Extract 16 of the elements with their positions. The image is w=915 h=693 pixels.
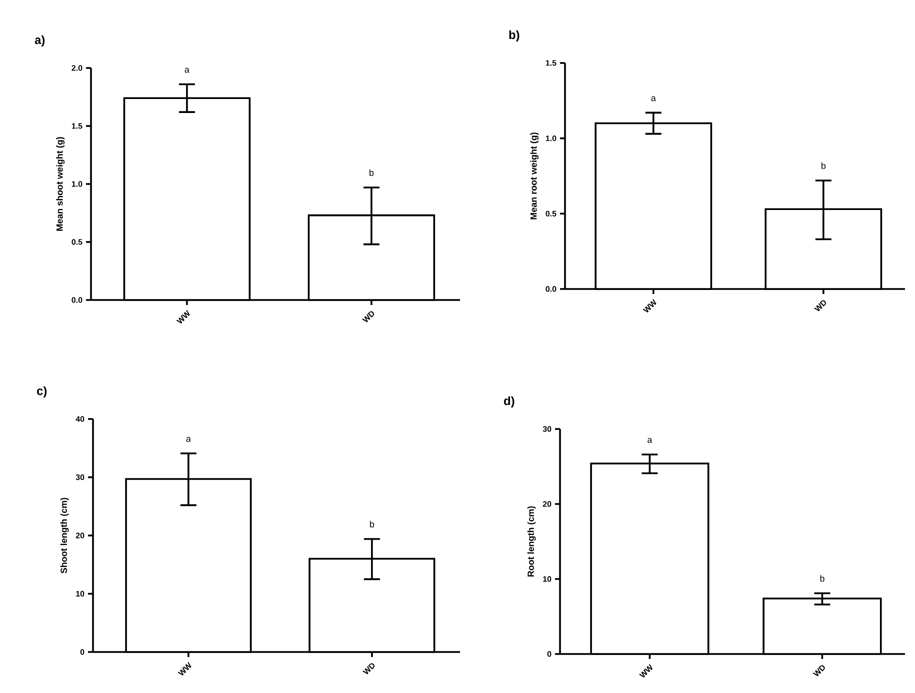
y-axis-title: Shoot length (cm) bbox=[60, 498, 69, 574]
annotation: b bbox=[821, 162, 826, 169]
chart-title: b) bbox=[509, 30, 520, 42]
chart-title: d) bbox=[504, 396, 514, 408]
chart-title: a) bbox=[34, 35, 45, 46]
annotation: a bbox=[648, 438, 652, 443]
y-axis-title: Root length (cm) bbox=[527, 506, 536, 577]
y-axis-title: Mean shoot weight (g) bbox=[56, 137, 65, 231]
chart-title: c) bbox=[36, 386, 47, 398]
annotation: b bbox=[370, 169, 374, 176]
y-axis-title: Mean root weight (g) bbox=[530, 132, 539, 220]
annotation: b bbox=[370, 520, 374, 528]
annotation: a bbox=[184, 68, 190, 73]
annotation: a bbox=[186, 436, 191, 442]
annotation: b bbox=[820, 575, 824, 582]
annotation: a bbox=[651, 96, 656, 102]
